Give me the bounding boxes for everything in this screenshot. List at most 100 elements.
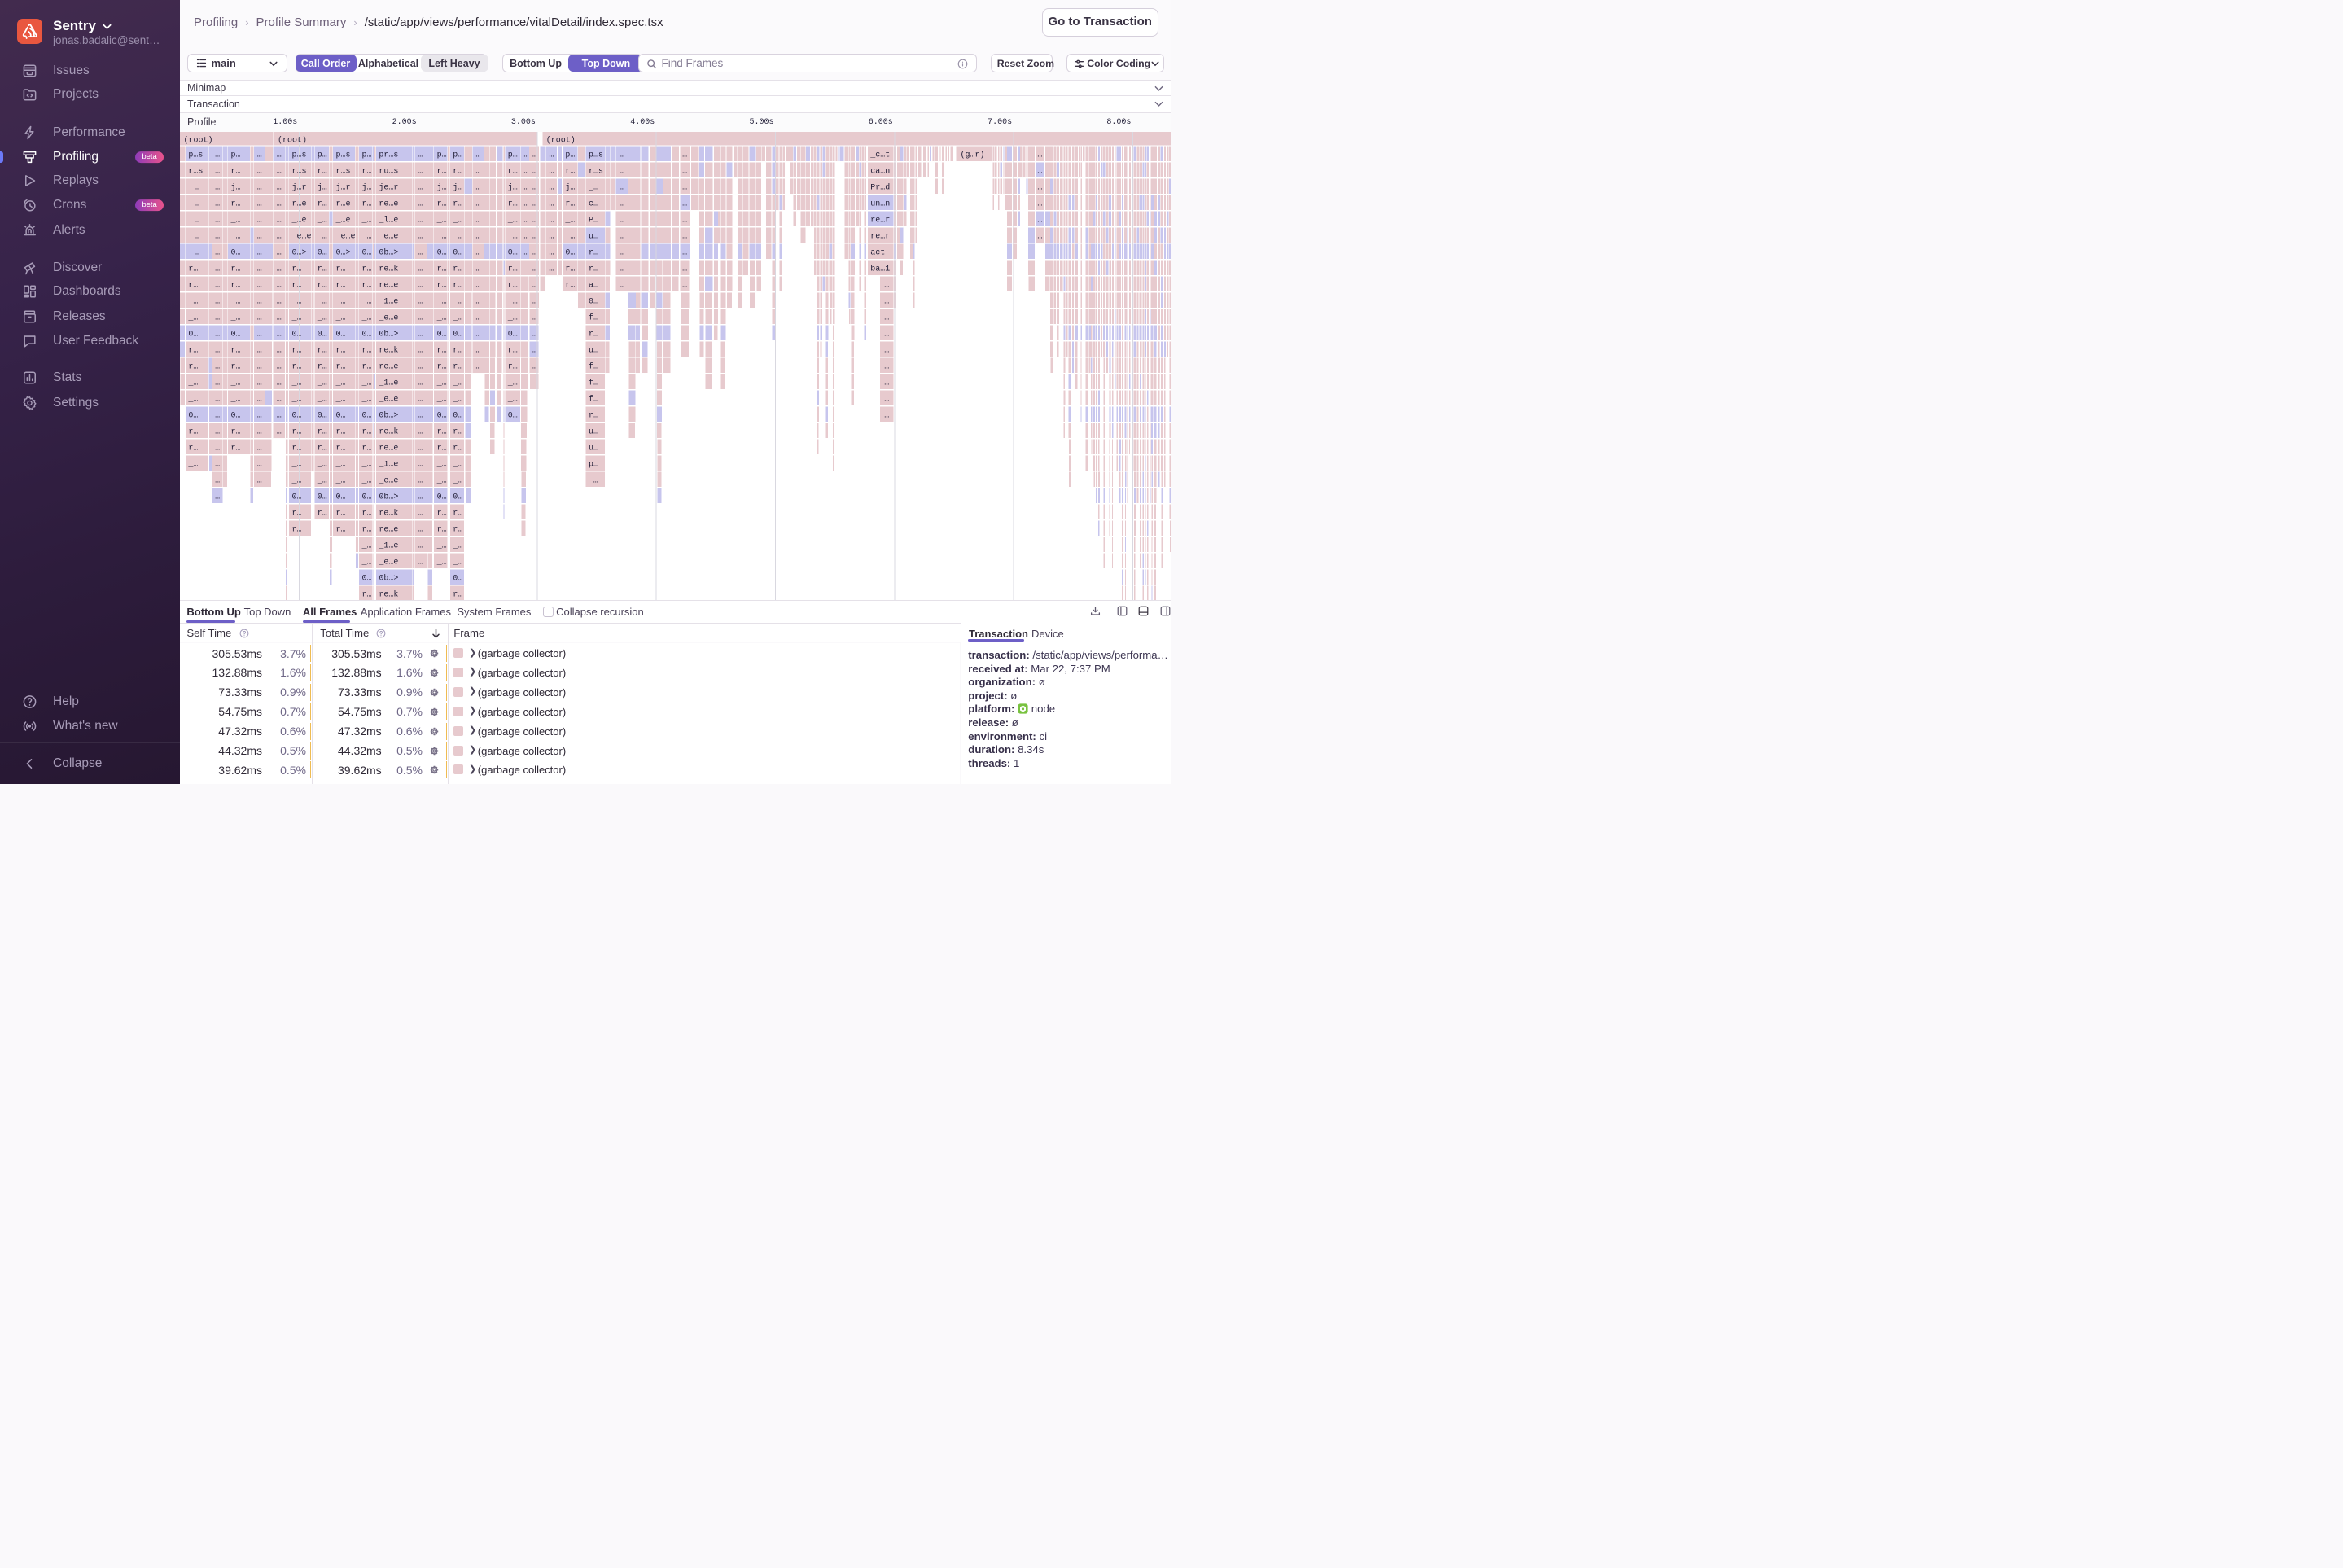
svg-text:0b…>: 0b…> bbox=[379, 573, 398, 583]
svg-text:…: … bbox=[257, 362, 262, 371]
svg-text:…: … bbox=[418, 541, 423, 550]
svg-text:_…: _… bbox=[436, 313, 447, 322]
svg-text:…: … bbox=[215, 460, 220, 469]
svg-text:p…: p… bbox=[437, 151, 447, 160]
svg-text:r…: r… bbox=[565, 281, 575, 290]
svg-text:r…: r… bbox=[292, 362, 302, 371]
svg-text:r…: r… bbox=[231, 167, 241, 176]
svg-text:r…: r… bbox=[437, 525, 447, 534]
svg-text:ba…1: ba…1 bbox=[870, 264, 890, 274]
svg-text:r…: r… bbox=[453, 362, 462, 371]
svg-text:0…: 0… bbox=[336, 330, 346, 339]
svg-text:…: … bbox=[215, 297, 220, 306]
svg-text:…: … bbox=[475, 313, 480, 322]
svg-text:…: … bbox=[475, 151, 480, 160]
svg-text:…: … bbox=[257, 313, 262, 322]
svg-text:r…: r… bbox=[508, 346, 518, 355]
svg-text:_…: _… bbox=[335, 460, 346, 469]
svg-text:_…e: _…e bbox=[335, 216, 351, 225]
svg-text:…: … bbox=[475, 346, 480, 355]
svg-text:0…: 0… bbox=[231, 248, 241, 257]
svg-text:0…: 0… bbox=[318, 248, 327, 257]
svg-text:…: … bbox=[532, 346, 536, 355]
svg-text:_…: _… bbox=[452, 460, 462, 469]
svg-text:…: … bbox=[418, 151, 423, 160]
svg-text:r…: r… bbox=[292, 265, 302, 274]
svg-text:r…: r… bbox=[318, 362, 327, 371]
svg-text:…: … bbox=[475, 167, 480, 176]
svg-text:…: … bbox=[277, 362, 282, 371]
svg-text:p…: p… bbox=[589, 460, 598, 469]
svg-text:…: … bbox=[532, 362, 536, 371]
svg-text:…: … bbox=[277, 248, 282, 257]
svg-text:…: … bbox=[884, 346, 889, 355]
svg-text:r…: r… bbox=[589, 411, 598, 420]
svg-text:0…: 0… bbox=[292, 330, 302, 339]
svg-text:r…: r… bbox=[565, 167, 575, 176]
svg-text:ru…s: ru…s bbox=[379, 167, 398, 176]
svg-text:r…: r… bbox=[362, 199, 372, 208]
svg-text:0…>: 0…> bbox=[292, 248, 307, 257]
svg-text:p…: p… bbox=[318, 151, 327, 160]
svg-text:…: … bbox=[277, 330, 282, 339]
svg-text:re…k: re…k bbox=[379, 589, 398, 599]
svg-text:_…: _… bbox=[436, 395, 447, 404]
svg-text:_…: _… bbox=[361, 541, 372, 550]
svg-text:…: … bbox=[215, 199, 220, 208]
svg-text:0…>: 0…> bbox=[336, 248, 351, 257]
svg-text:…: … bbox=[1037, 167, 1042, 176]
svg-text:…: … bbox=[215, 151, 220, 160]
svg-text:r…: r… bbox=[362, 525, 372, 534]
svg-text:_…: _… bbox=[452, 297, 462, 306]
svg-text:_e…e: _e…e bbox=[335, 232, 356, 241]
svg-text:_…: _… bbox=[230, 395, 241, 404]
svg-text:0…: 0… bbox=[453, 574, 462, 583]
svg-text:…: … bbox=[1037, 183, 1042, 192]
svg-text:_…: _… bbox=[291, 460, 302, 469]
svg-text:r…: r… bbox=[437, 281, 447, 290]
svg-text:…: … bbox=[475, 281, 480, 290]
svg-text:…: … bbox=[475, 265, 480, 274]
svg-text:_e…e: _e…e bbox=[378, 558, 398, 567]
svg-text:p…s: p…s bbox=[589, 151, 603, 160]
svg-text:r…: r… bbox=[188, 265, 198, 274]
svg-text:0…: 0… bbox=[437, 493, 447, 501]
svg-text:0…: 0… bbox=[318, 411, 327, 420]
svg-text:u…: u… bbox=[589, 427, 598, 436]
svg-text:_e…e: _e…e bbox=[378, 395, 398, 404]
svg-text:r…: r… bbox=[188, 427, 198, 436]
svg-text:…: … bbox=[549, 151, 554, 160]
svg-text:…: … bbox=[532, 199, 536, 208]
svg-text:…: … bbox=[475, 330, 480, 339]
svg-text:_…: _… bbox=[361, 313, 372, 322]
svg-text:_…: _… bbox=[230, 297, 241, 306]
svg-text:r…: r… bbox=[508, 167, 518, 176]
svg-text:…: … bbox=[475, 248, 480, 257]
svg-text:p…s: p…s bbox=[336, 151, 351, 160]
svg-text:_…: _… bbox=[452, 379, 462, 388]
svg-text:r…: r… bbox=[589, 330, 598, 339]
svg-text:…: … bbox=[884, 379, 889, 388]
svg-text:u…: u… bbox=[589, 346, 598, 355]
svg-text:u…: u… bbox=[589, 444, 598, 453]
svg-text:…: … bbox=[418, 379, 423, 388]
svg-text:0…: 0… bbox=[336, 411, 346, 420]
svg-text:_…: _… bbox=[452, 558, 462, 567]
svg-text:r…: r… bbox=[318, 346, 327, 355]
svg-text:…: … bbox=[195, 248, 199, 257]
svg-text:r…: r… bbox=[437, 265, 447, 274]
svg-text:c…: c… bbox=[589, 199, 598, 208]
svg-text:_…: _… bbox=[361, 395, 372, 404]
svg-text:_…: _… bbox=[361, 379, 372, 388]
svg-text:_…: _… bbox=[361, 216, 372, 225]
svg-text:…: … bbox=[884, 313, 889, 322]
svg-text:_…: _… bbox=[452, 395, 462, 404]
svg-text:r…: r… bbox=[362, 509, 372, 518]
svg-text:…: … bbox=[475, 216, 480, 225]
svg-text:j…: j… bbox=[437, 182, 447, 192]
svg-text:…: … bbox=[418, 330, 423, 339]
svg-text:re…e: re…e bbox=[379, 281, 398, 290]
svg-text:…: … bbox=[418, 411, 423, 420]
svg-text:r…: r… bbox=[231, 199, 241, 208]
svg-text:…: … bbox=[532, 216, 536, 225]
